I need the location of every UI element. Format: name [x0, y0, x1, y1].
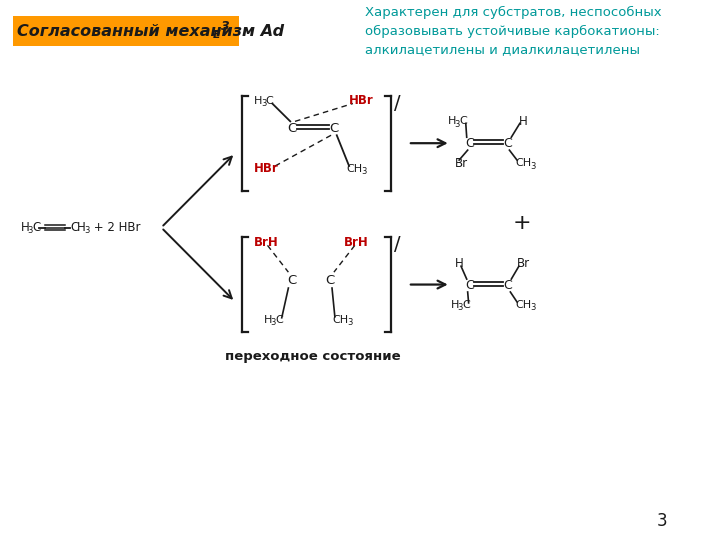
Text: C: C [459, 116, 467, 126]
Text: CH: CH [515, 158, 531, 168]
Text: 3: 3 [221, 19, 230, 32]
Text: 3: 3 [530, 161, 536, 171]
Text: /: / [394, 93, 400, 113]
Text: Br: Br [455, 157, 469, 170]
Text: H: H [519, 115, 528, 128]
Text: 3: 3 [261, 99, 266, 108]
Text: CH: CH [515, 300, 531, 310]
Text: + 2 HBr: + 2 HBr [90, 221, 140, 234]
Text: Br: Br [517, 256, 530, 269]
Text: H: H [455, 256, 464, 269]
Text: HBr: HBr [349, 94, 374, 107]
Text: C: C [325, 274, 335, 287]
Text: 3: 3 [530, 303, 536, 312]
Text: BrH: BrH [343, 236, 368, 249]
Text: 3: 3 [84, 226, 90, 235]
Text: +: + [513, 213, 531, 233]
Text: C: C [329, 122, 338, 135]
Text: C: C [70, 221, 78, 234]
Text: 3: 3 [270, 318, 276, 327]
Text: 3: 3 [361, 167, 366, 177]
Text: H: H [254, 96, 263, 105]
Text: HBr: HBr [254, 163, 279, 176]
Text: C: C [465, 137, 474, 150]
Text: Согласованный механизм Ad: Согласованный механизм Ad [17, 24, 284, 38]
Bar [13, 16, 239, 46]
Text: 3: 3 [347, 318, 353, 327]
Text: H: H [77, 221, 86, 234]
Text: BrH: BrH [254, 236, 279, 249]
Text: Характерен для субстратов, неспособных
образовывать устойчивые карбокатионы:
алк: Характерен для субстратов, неспособных о… [365, 6, 662, 56]
Text: C: C [266, 96, 274, 105]
Text: H: H [448, 116, 456, 126]
Text: /: / [394, 235, 400, 254]
Text: H: H [451, 300, 459, 310]
Text: C: C [287, 122, 297, 135]
Text: C: C [462, 300, 469, 310]
Text: 3: 3 [454, 120, 460, 129]
Text: 3: 3 [27, 226, 33, 235]
Text: C: C [503, 137, 512, 150]
Text: переходное состояние: переходное состояние [225, 350, 401, 363]
Text: 3: 3 [656, 512, 667, 530]
Text: C: C [465, 279, 474, 292]
Text: H: H [264, 315, 272, 325]
Text: CH: CH [346, 164, 362, 174]
Text: C: C [275, 315, 283, 325]
Text: CH: CH [332, 315, 348, 325]
Text: C: C [503, 279, 512, 292]
Text: C: C [287, 274, 297, 287]
Text: E: E [212, 30, 220, 40]
Text: 3: 3 [457, 303, 463, 312]
Text: H: H [21, 221, 30, 234]
Text: C: C [32, 221, 40, 234]
